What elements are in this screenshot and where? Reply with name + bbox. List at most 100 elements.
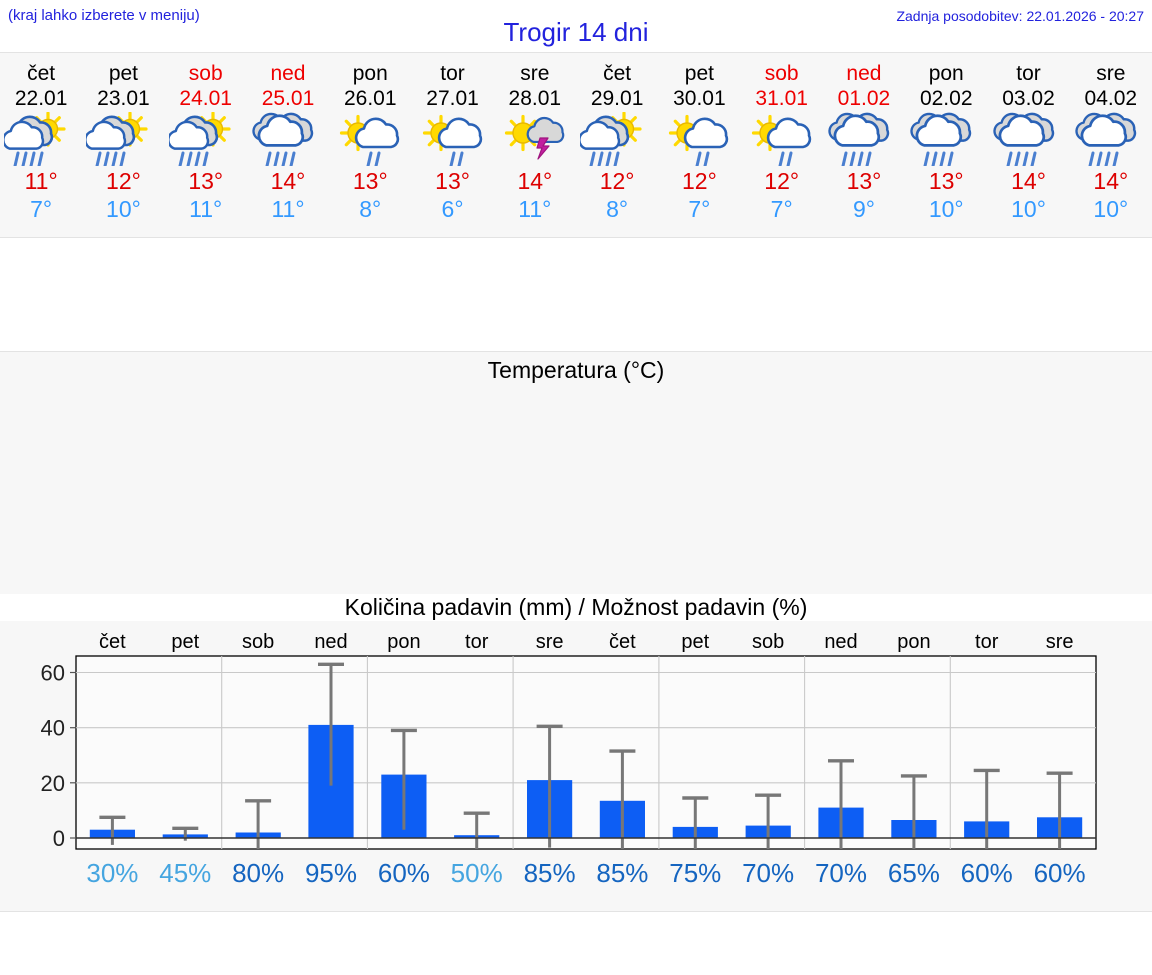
day-column[interactable]: sre 28.01 14° 11° xyxy=(494,53,576,237)
last-updated-text: Zadnja posodobitev: 22.01.2026 - 20:27 xyxy=(896,8,1144,24)
day-column[interactable]: pet 23.01 12° 10° xyxy=(82,53,164,237)
cloud-rain-icon xyxy=(827,112,901,168)
precip-day-label: čet xyxy=(609,631,636,653)
precip-day-label: sob xyxy=(242,631,274,653)
day-column[interactable]: pon 26.01 13° 8° xyxy=(329,53,411,237)
sun-cloud-thunder-icon xyxy=(498,112,572,166)
day-column[interactable]: čet 29.01 12° 8° xyxy=(576,53,658,237)
precip-day-label: pon xyxy=(387,631,420,653)
day-of-week-label: pon xyxy=(928,62,964,85)
precip-probability-label: 70% xyxy=(815,858,867,888)
temperature-chart-canvas: 51015© vreme.us & vreme.pro xyxy=(0,352,1152,965)
day-of-week-label: sob xyxy=(188,62,223,85)
max-temperature-label: 14° xyxy=(1011,168,1046,194)
min-temperature-label: 11° xyxy=(271,196,305,222)
precip-day-label: sre xyxy=(536,631,564,653)
max-temperature-label: 11° xyxy=(24,168,58,194)
max-temperature-label: 12° xyxy=(764,168,800,194)
cloud-rain-icon xyxy=(1074,112,1148,168)
sun-cloud-lightrain-icon xyxy=(416,112,490,168)
day-of-week-label: pet xyxy=(108,62,139,85)
day-date-label: 29.01 xyxy=(590,87,644,110)
day-of-week-label: pet xyxy=(684,62,714,85)
max-temperature-label: 14° xyxy=(1093,168,1129,194)
precipitation-chart-section: Količina padavin (mm) / Možnost padavin … xyxy=(0,594,1152,912)
min-temperature-label: 11° xyxy=(189,196,223,222)
day-column[interactable]: pet 30.01 12° 7° xyxy=(658,53,740,237)
day-date-label: 01.02 xyxy=(837,87,891,110)
min-temperature-label: 9° xyxy=(852,196,875,222)
temperature-chart-title: Temperatura (°C) xyxy=(487,357,665,383)
day-column[interactable]: tor 03.02 14° 10° xyxy=(987,53,1069,237)
min-temperature-label: 7° xyxy=(30,196,53,222)
sun-cloud-lightrain-icon xyxy=(662,112,736,168)
day-of-week-label: tor xyxy=(1016,62,1041,85)
precip-day-label: ned xyxy=(824,631,857,653)
precip-probability-label: 45% xyxy=(159,858,211,888)
svg-text:20: 20 xyxy=(41,771,65,796)
svg-text:60: 60 xyxy=(41,661,65,686)
day-date-label: 04.02 xyxy=(1084,87,1138,110)
max-temperature-label: 13° xyxy=(928,168,964,194)
sun-cloud-rain-icon xyxy=(2,111,78,168)
min-temperature-label: 10° xyxy=(106,196,141,222)
day-of-week-label: sre xyxy=(1096,62,1126,85)
day-column[interactable]: ned 01.02 13° 9° xyxy=(823,53,905,237)
precip-day-label: tor xyxy=(975,631,999,653)
max-temperature-label: 13° xyxy=(846,168,882,194)
min-temperature-label: 10° xyxy=(928,196,964,222)
temperature-chart-section: Temperatura (°C) 51015© vreme.us & vreme… xyxy=(0,351,1152,965)
max-temperature-label: 14° xyxy=(517,168,553,194)
sun-cloud-lightrain-icon xyxy=(745,112,819,168)
precip-day-label: pon xyxy=(897,631,930,653)
cloud-rain-icon xyxy=(992,112,1066,168)
sun-cloud-rain-icon xyxy=(578,111,654,168)
day-column[interactable]: sob 24.01 13° 11° xyxy=(165,53,247,237)
page-title: Trogir 14 dni xyxy=(503,17,649,47)
day-of-week-label: čet xyxy=(27,62,56,85)
day-column[interactable]: ned 25.01 14° 11° xyxy=(247,53,329,237)
precip-day-label: pet xyxy=(171,631,199,653)
min-temperature-label: 7° xyxy=(770,196,793,222)
precip-probability-label: 85% xyxy=(524,858,576,888)
day-column[interactable]: sre 04.02 14° 10° xyxy=(1070,53,1152,237)
max-temperature-label: 12° xyxy=(599,168,635,194)
day-date-label: 24.01 xyxy=(179,87,232,110)
daily-forecast-strip: čet 22.01 11° 7° pet 23.01 12° 10° sob 24.… xyxy=(0,52,1152,238)
day-date-label: 30.01 xyxy=(673,87,726,110)
min-temperature-label: 6° xyxy=(441,196,464,222)
precip-day-label: tor xyxy=(465,631,489,653)
day-of-week-label: pon xyxy=(352,62,388,85)
day-of-week-label: ned xyxy=(270,62,306,85)
precip-probability-label: 60% xyxy=(378,858,430,888)
precip-probability-label: 60% xyxy=(961,858,1013,888)
max-temperature-label: 14° xyxy=(270,168,306,194)
day-of-week-label: sre xyxy=(520,62,550,85)
day-date-label: 25.01 xyxy=(261,87,315,110)
day-column[interactable]: čet 22.01 11° 7° xyxy=(0,53,82,237)
day-column[interactable]: sob 31.01 12° 7° xyxy=(741,53,823,237)
temperature-line-chart: 51015© vreme.us & vreme.pro xyxy=(35,773,1152,965)
day-date-label: 28.01 xyxy=(508,87,562,110)
precip-probability-label: 95% xyxy=(305,858,357,888)
max-temperature-label: 13° xyxy=(188,168,224,194)
cloud-rain-icon xyxy=(909,112,983,168)
precipitation-chart-canvas: 0 20 40 60 čet pet sob ned pon tor sre čet pet sob ned… xyxy=(0,621,1152,911)
day-date-label: 22.01 xyxy=(14,87,68,110)
precip-probability-label: 80% xyxy=(232,858,284,888)
precip-day-label: sob xyxy=(752,631,784,653)
precip-probability-label: 85% xyxy=(596,858,648,888)
svg-text:40: 40 xyxy=(41,716,65,741)
precipitation-bar-chart: 0 20 40 60 čet pet sob ned pon tor sre čet pet sob ned… xyxy=(41,631,1097,888)
sun-cloud-lightrain-icon xyxy=(333,112,407,168)
day-date-label: 02.02 xyxy=(919,87,973,110)
min-temperature-label: 8° xyxy=(606,196,629,222)
day-of-week-label: ned xyxy=(846,62,882,85)
day-column[interactable]: pon 02.02 13° 10° xyxy=(905,53,987,237)
max-temperature-label: 13° xyxy=(352,168,388,194)
day-of-week-label: tor xyxy=(440,62,465,85)
max-temperature-label: 12° xyxy=(106,168,141,194)
day-column[interactable]: tor 27.01 13° 6° xyxy=(411,53,493,237)
day-of-week-label: sob xyxy=(764,62,799,85)
cloud-rain-icon xyxy=(251,112,325,168)
